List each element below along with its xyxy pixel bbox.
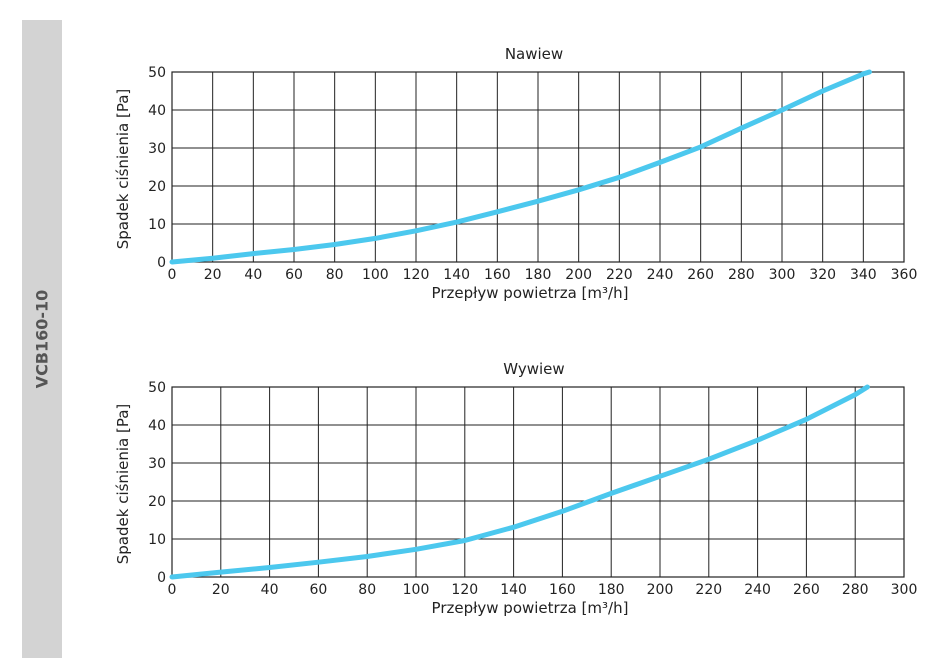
y-axis-label: Spadek ciśnienia [Pa] [114, 89, 132, 249]
side-band: VCB160-10 [22, 20, 62, 658]
x-tick-label: 300 [769, 267, 796, 283]
x-tick-label: 180 [598, 582, 625, 598]
x-tick-label: 120 [403, 267, 430, 283]
x-tick-label: 140 [443, 267, 470, 283]
x-tick-label: 20 [212, 582, 230, 598]
series-line-0 [169, 69, 872, 265]
x-tick-label: 0 [168, 267, 177, 283]
x-tick-label: 60 [309, 582, 327, 598]
x-tick-label: 320 [809, 267, 836, 283]
y-tick-label: 0 [157, 570, 166, 586]
x-axis-label: Przepływ powietrza [m³/h] [432, 599, 629, 617]
x-tick-label: 80 [358, 582, 376, 598]
x-tick-label: 140 [500, 582, 527, 598]
x-tick-label: 180 [525, 267, 552, 283]
x-tick-label: 120 [451, 582, 478, 598]
x-tick-label: 20 [204, 267, 222, 283]
plot-frame [171, 386, 905, 578]
x-tick-label: 240 [744, 582, 771, 598]
series-line-0 [169, 384, 870, 580]
y-tick-label: 50 [148, 65, 166, 81]
x-axis-label: Przepływ powietrza [m³/h] [432, 284, 629, 302]
chart-title: Wywiew [503, 360, 564, 378]
y-tick-label: 30 [148, 456, 166, 472]
chart-top: 0 20 40 60 80 100 120 140 160 180 200 220 240 260 280 3… [114, 45, 917, 302]
y-tick-label: 10 [148, 217, 166, 233]
x-tick-label: 0 [168, 582, 177, 598]
y-tick-label: 20 [148, 494, 166, 510]
x-tick-label: 340 [850, 267, 877, 283]
y-tick-label: 40 [148, 103, 166, 119]
x-tick-label: 60 [285, 267, 303, 283]
x-tick-label: 240 [647, 267, 674, 283]
x-tick-label: 100 [362, 267, 389, 283]
x-tick-label: 40 [244, 267, 262, 283]
x-tick-label: 280 [728, 267, 755, 283]
x-tick-label: 260 [793, 582, 820, 598]
y-tick-label: 20 [148, 179, 166, 195]
y-tick-label: 30 [148, 141, 166, 157]
x-tick-label: 100 [403, 582, 430, 598]
y-axis-label: Spadek ciśnienia [Pa] [114, 404, 132, 564]
x-tick-label: 300 [891, 582, 918, 598]
x-tick-label: 220 [606, 267, 633, 283]
x-tick-label: 200 [647, 582, 674, 598]
x-tick-label: 40 [261, 582, 279, 598]
x-tick-label: 200 [565, 267, 592, 283]
y-tick-label: 40 [148, 418, 166, 434]
y-tick-label: 50 [148, 380, 166, 396]
chart-title: Nawiew [505, 45, 563, 63]
x-tick-label: 260 [687, 267, 714, 283]
y-tick-label: 10 [148, 532, 166, 548]
x-tick-label: 160 [484, 267, 511, 283]
x-tick-label: 160 [549, 582, 576, 598]
x-tick-label: 280 [842, 582, 869, 598]
y-tick-label: 0 [157, 255, 166, 271]
x-tick-label: 220 [695, 582, 722, 598]
x-tick-label: 80 [326, 267, 344, 283]
chart-bottom: 0 20 40 60 80 100 120 140 160 180 200 220 240 260 280 3… [114, 360, 917, 617]
x-tick-label: 360 [891, 267, 918, 283]
plot-frame [171, 71, 905, 263]
